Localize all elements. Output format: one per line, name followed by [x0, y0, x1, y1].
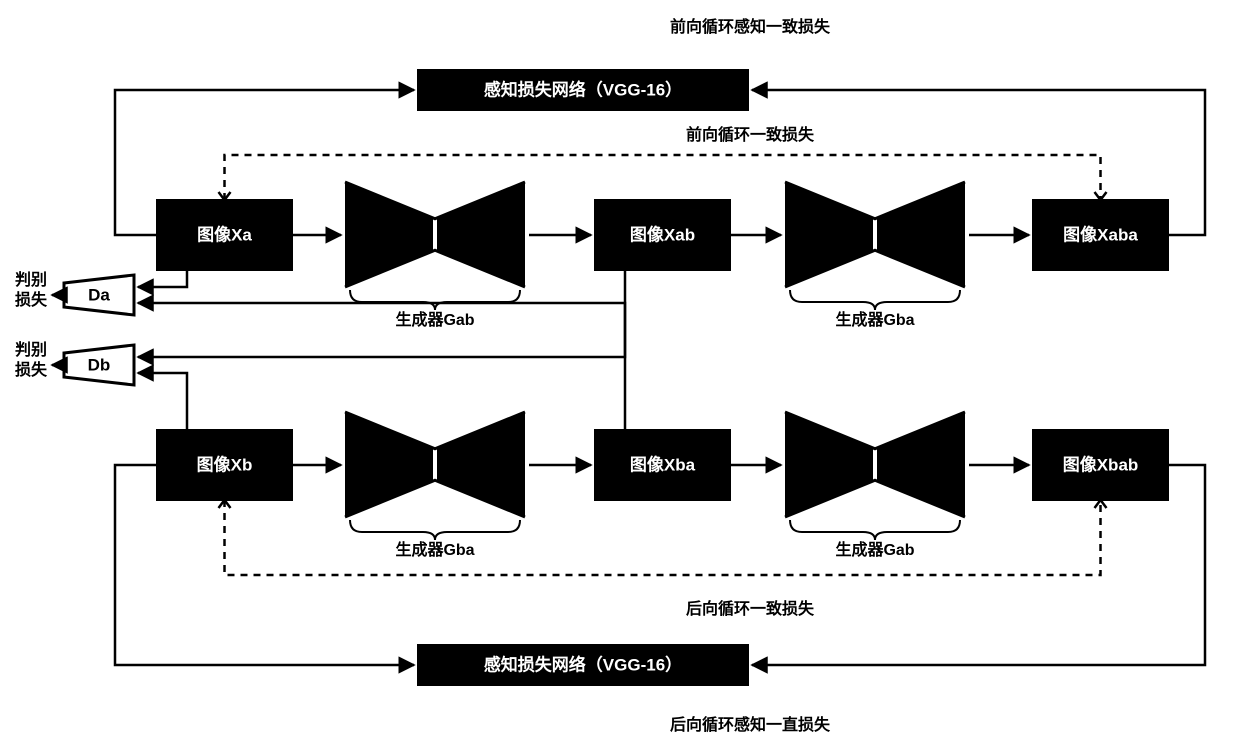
- disc-db-label: Db: [88, 356, 111, 375]
- brace-gba-2: [350, 520, 520, 540]
- label-top-inner: 前向循环一致损失: [686, 125, 815, 144]
- gab-1-label: 生成器Gab: [395, 310, 474, 329]
- xaba-label: 图像Xaba: [1063, 226, 1138, 245]
- disc-loss-b-1: 判别: [15, 340, 47, 359]
- gba-1-label: 生成器Gba: [835, 310, 914, 329]
- brace-gab-1: [350, 290, 520, 310]
- vgg-top-label: 感知损失网络（VGG-16）: [484, 80, 682, 100]
- vgg-bottom-label: 感知损失网络（VGG-16）: [484, 655, 682, 675]
- xb-label: 图像Xb: [197, 456, 253, 475]
- edge: [138, 373, 187, 430]
- disc-loss-a-1: 判别: [15, 270, 47, 289]
- xba-label: 图像Xba: [630, 456, 696, 475]
- disc-da-label: Da: [88, 286, 110, 305]
- edge: [138, 303, 625, 430]
- xbab-label: 图像Xbab: [1063, 456, 1139, 475]
- label-bottom-outer: 后向循环感知一直损失: [670, 715, 831, 734]
- xab-label: 图像Xab: [630, 226, 695, 245]
- brace-gab-2: [790, 520, 960, 540]
- brace-gba-1: [790, 290, 960, 310]
- disc-loss-a-2: 损失: [15, 290, 48, 309]
- gab-2-label: 生成器Gab: [835, 540, 914, 559]
- xa-label: 图像Xa: [197, 226, 252, 245]
- disc-loss-b-2: 损失: [15, 360, 48, 379]
- edge: [138, 270, 187, 287]
- gba-2-label: 生成器Gba: [395, 540, 474, 559]
- label-bottom-inner: 后向循环一致损失: [686, 599, 815, 618]
- label-top-outer: 前向循环感知一致损失: [670, 17, 831, 36]
